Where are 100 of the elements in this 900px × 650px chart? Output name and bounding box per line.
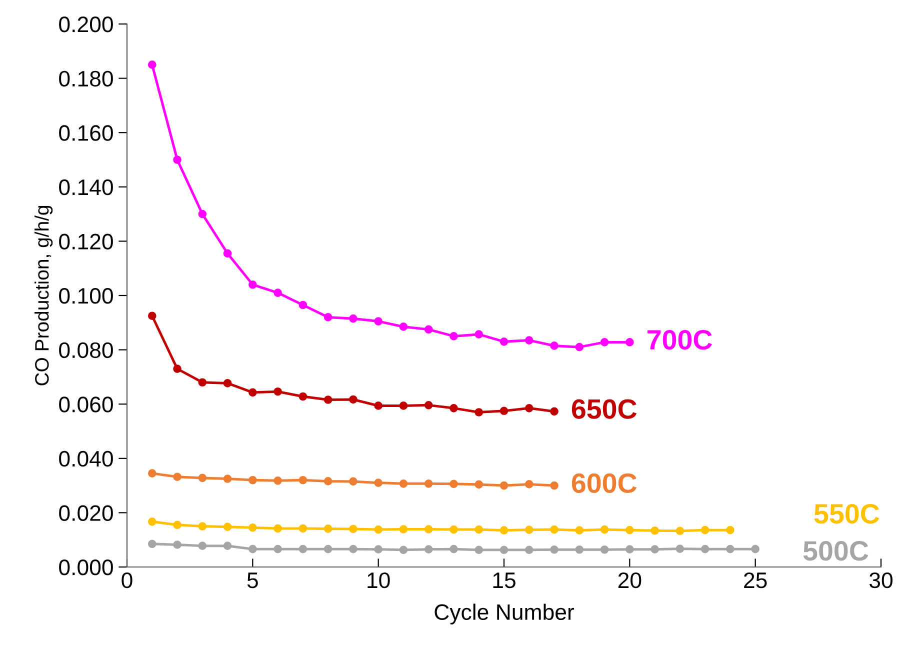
point (626, 545, 634, 554)
point (424, 401, 433, 410)
x-tick-label: 25 (744, 572, 767, 588)
point (751, 544, 760, 554)
point (474, 525, 484, 534)
y-tick-label: 0.180 (59, 70, 113, 87)
point (626, 338, 634, 346)
point (500, 526, 508, 535)
point (424, 525, 433, 534)
point (575, 545, 584, 554)
point (173, 156, 182, 164)
point (298, 544, 308, 554)
point (223, 522, 232, 531)
point (524, 336, 534, 344)
point (148, 312, 156, 320)
point (399, 402, 408, 410)
point (148, 469, 156, 478)
point (349, 395, 358, 404)
point (474, 480, 484, 489)
point (450, 480, 458, 488)
point (349, 477, 358, 486)
point (450, 332, 458, 340)
point (274, 387, 282, 396)
point (173, 540, 182, 549)
point (524, 546, 534, 554)
series-label: 650C (572, 399, 637, 419)
point (399, 322, 408, 331)
point (374, 317, 382, 326)
point (650, 526, 659, 535)
point (500, 337, 508, 346)
x-tick-label: 10 (368, 572, 390, 588)
y-tick-label: 0.100 (59, 288, 113, 304)
point (450, 525, 458, 534)
x-tick-label: 30 (869, 572, 892, 588)
point (600, 525, 609, 534)
point (198, 542, 207, 550)
point (248, 280, 257, 289)
x-axis-title: Cycle Number (434, 604, 574, 624)
y-tick-label: 0.040 (59, 450, 113, 467)
point (500, 406, 508, 416)
point (650, 545, 659, 554)
point (374, 478, 382, 487)
point (324, 544, 332, 554)
point (274, 288, 282, 297)
point (198, 210, 207, 218)
point (173, 364, 182, 373)
y-tick-label: 0.120 (59, 234, 113, 250)
point (550, 545, 558, 554)
point (374, 402, 382, 410)
point (550, 407, 558, 416)
point (424, 479, 433, 488)
point (474, 330, 484, 338)
x-tick-label: 20 (618, 572, 642, 588)
point (524, 480, 534, 488)
point (148, 517, 156, 526)
point (550, 481, 558, 490)
point (173, 472, 182, 482)
point (148, 540, 156, 548)
x-tick-label: 5 (247, 572, 258, 588)
point (575, 526, 584, 535)
point (298, 392, 308, 401)
point (349, 314, 358, 323)
point (600, 338, 609, 346)
point (550, 342, 558, 350)
x-tick-label: 15 (493, 572, 516, 588)
y-axis-title: CO Production, g/h/g (34, 206, 53, 386)
point (324, 396, 332, 404)
point (223, 379, 232, 388)
point (298, 476, 308, 484)
series-label: 600C (572, 473, 637, 494)
point (726, 544, 734, 554)
point (173, 520, 182, 530)
point (148, 60, 156, 69)
y-tick-label: 0.200 (59, 16, 113, 32)
point (524, 526, 534, 534)
y-tick-label: 0.000 (59, 560, 113, 576)
point (700, 526, 710, 534)
point (374, 545, 382, 554)
point (223, 249, 232, 258)
point (450, 404, 458, 412)
point (550, 525, 558, 534)
point (248, 388, 257, 397)
point (399, 525, 408, 534)
point (248, 544, 257, 554)
point (274, 476, 282, 485)
point (676, 526, 684, 536)
point (274, 544, 282, 554)
y-tick-label: 0.080 (59, 342, 113, 358)
point (349, 524, 358, 534)
point (575, 342, 584, 352)
point (198, 522, 207, 530)
point (374, 525, 382, 534)
point (424, 325, 433, 334)
point (600, 545, 609, 554)
point (324, 524, 332, 533)
point (198, 378, 207, 387)
y-tick-label: 0.060 (59, 396, 113, 412)
point (424, 545, 433, 554)
point (474, 546, 484, 554)
point (524, 404, 534, 412)
